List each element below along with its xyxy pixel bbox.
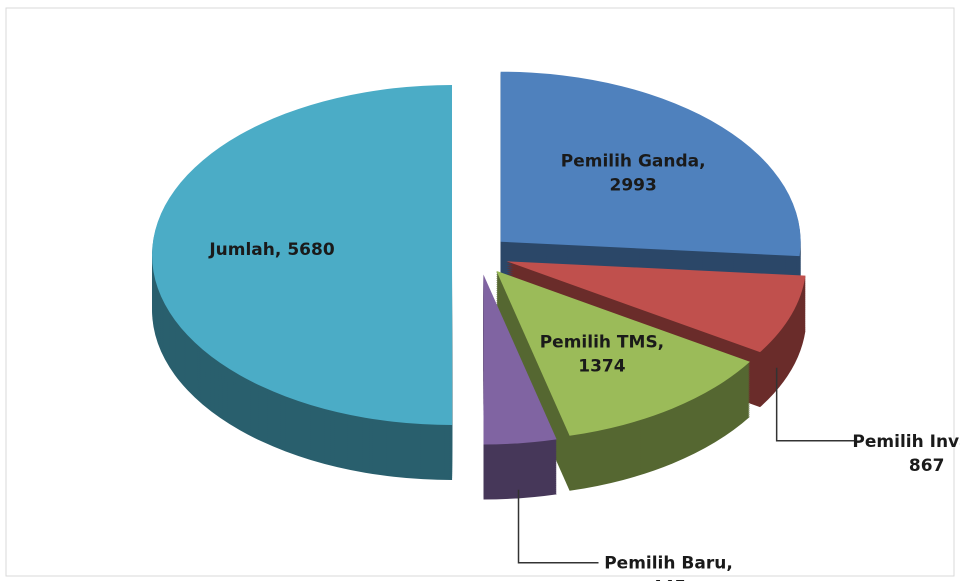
- label-category: Pemilih Ganda,: [561, 152, 706, 172]
- label-value: 867: [909, 456, 945, 476]
- leader-line: [775, 367, 857, 442]
- data-label: Pemilih Baru, 445: [604, 554, 733, 581]
- slice: [506, 261, 806, 353]
- data-label: Pemilih Ganda, 2993: [561, 152, 706, 196]
- chart-frame: [5, 7, 955, 577]
- leader-line: [517, 489, 599, 564]
- label-category: Pemilih Invalid,: [852, 432, 960, 452]
- data-label: Jumlah, 5680: [208, 240, 335, 260]
- slice: [152, 85, 453, 426]
- label-value: 2993: [610, 176, 657, 196]
- slice: [500, 71, 801, 257]
- label-category: Pemilih TMS,: [540, 333, 664, 353]
- slice: [483, 274, 557, 445]
- label-category: Pemilih Baru,: [604, 554, 733, 574]
- label-value: 5680: [287, 240, 334, 260]
- label-value: 1374: [578, 357, 625, 377]
- slice: [496, 270, 750, 436]
- data-label: Pemilih TMS, 1374: [540, 333, 664, 377]
- label-value: 445: [651, 578, 687, 581]
- data-label: Pemilih Invalid, 867: [852, 432, 960, 476]
- label-category: Jumlah,: [208, 240, 281, 260]
